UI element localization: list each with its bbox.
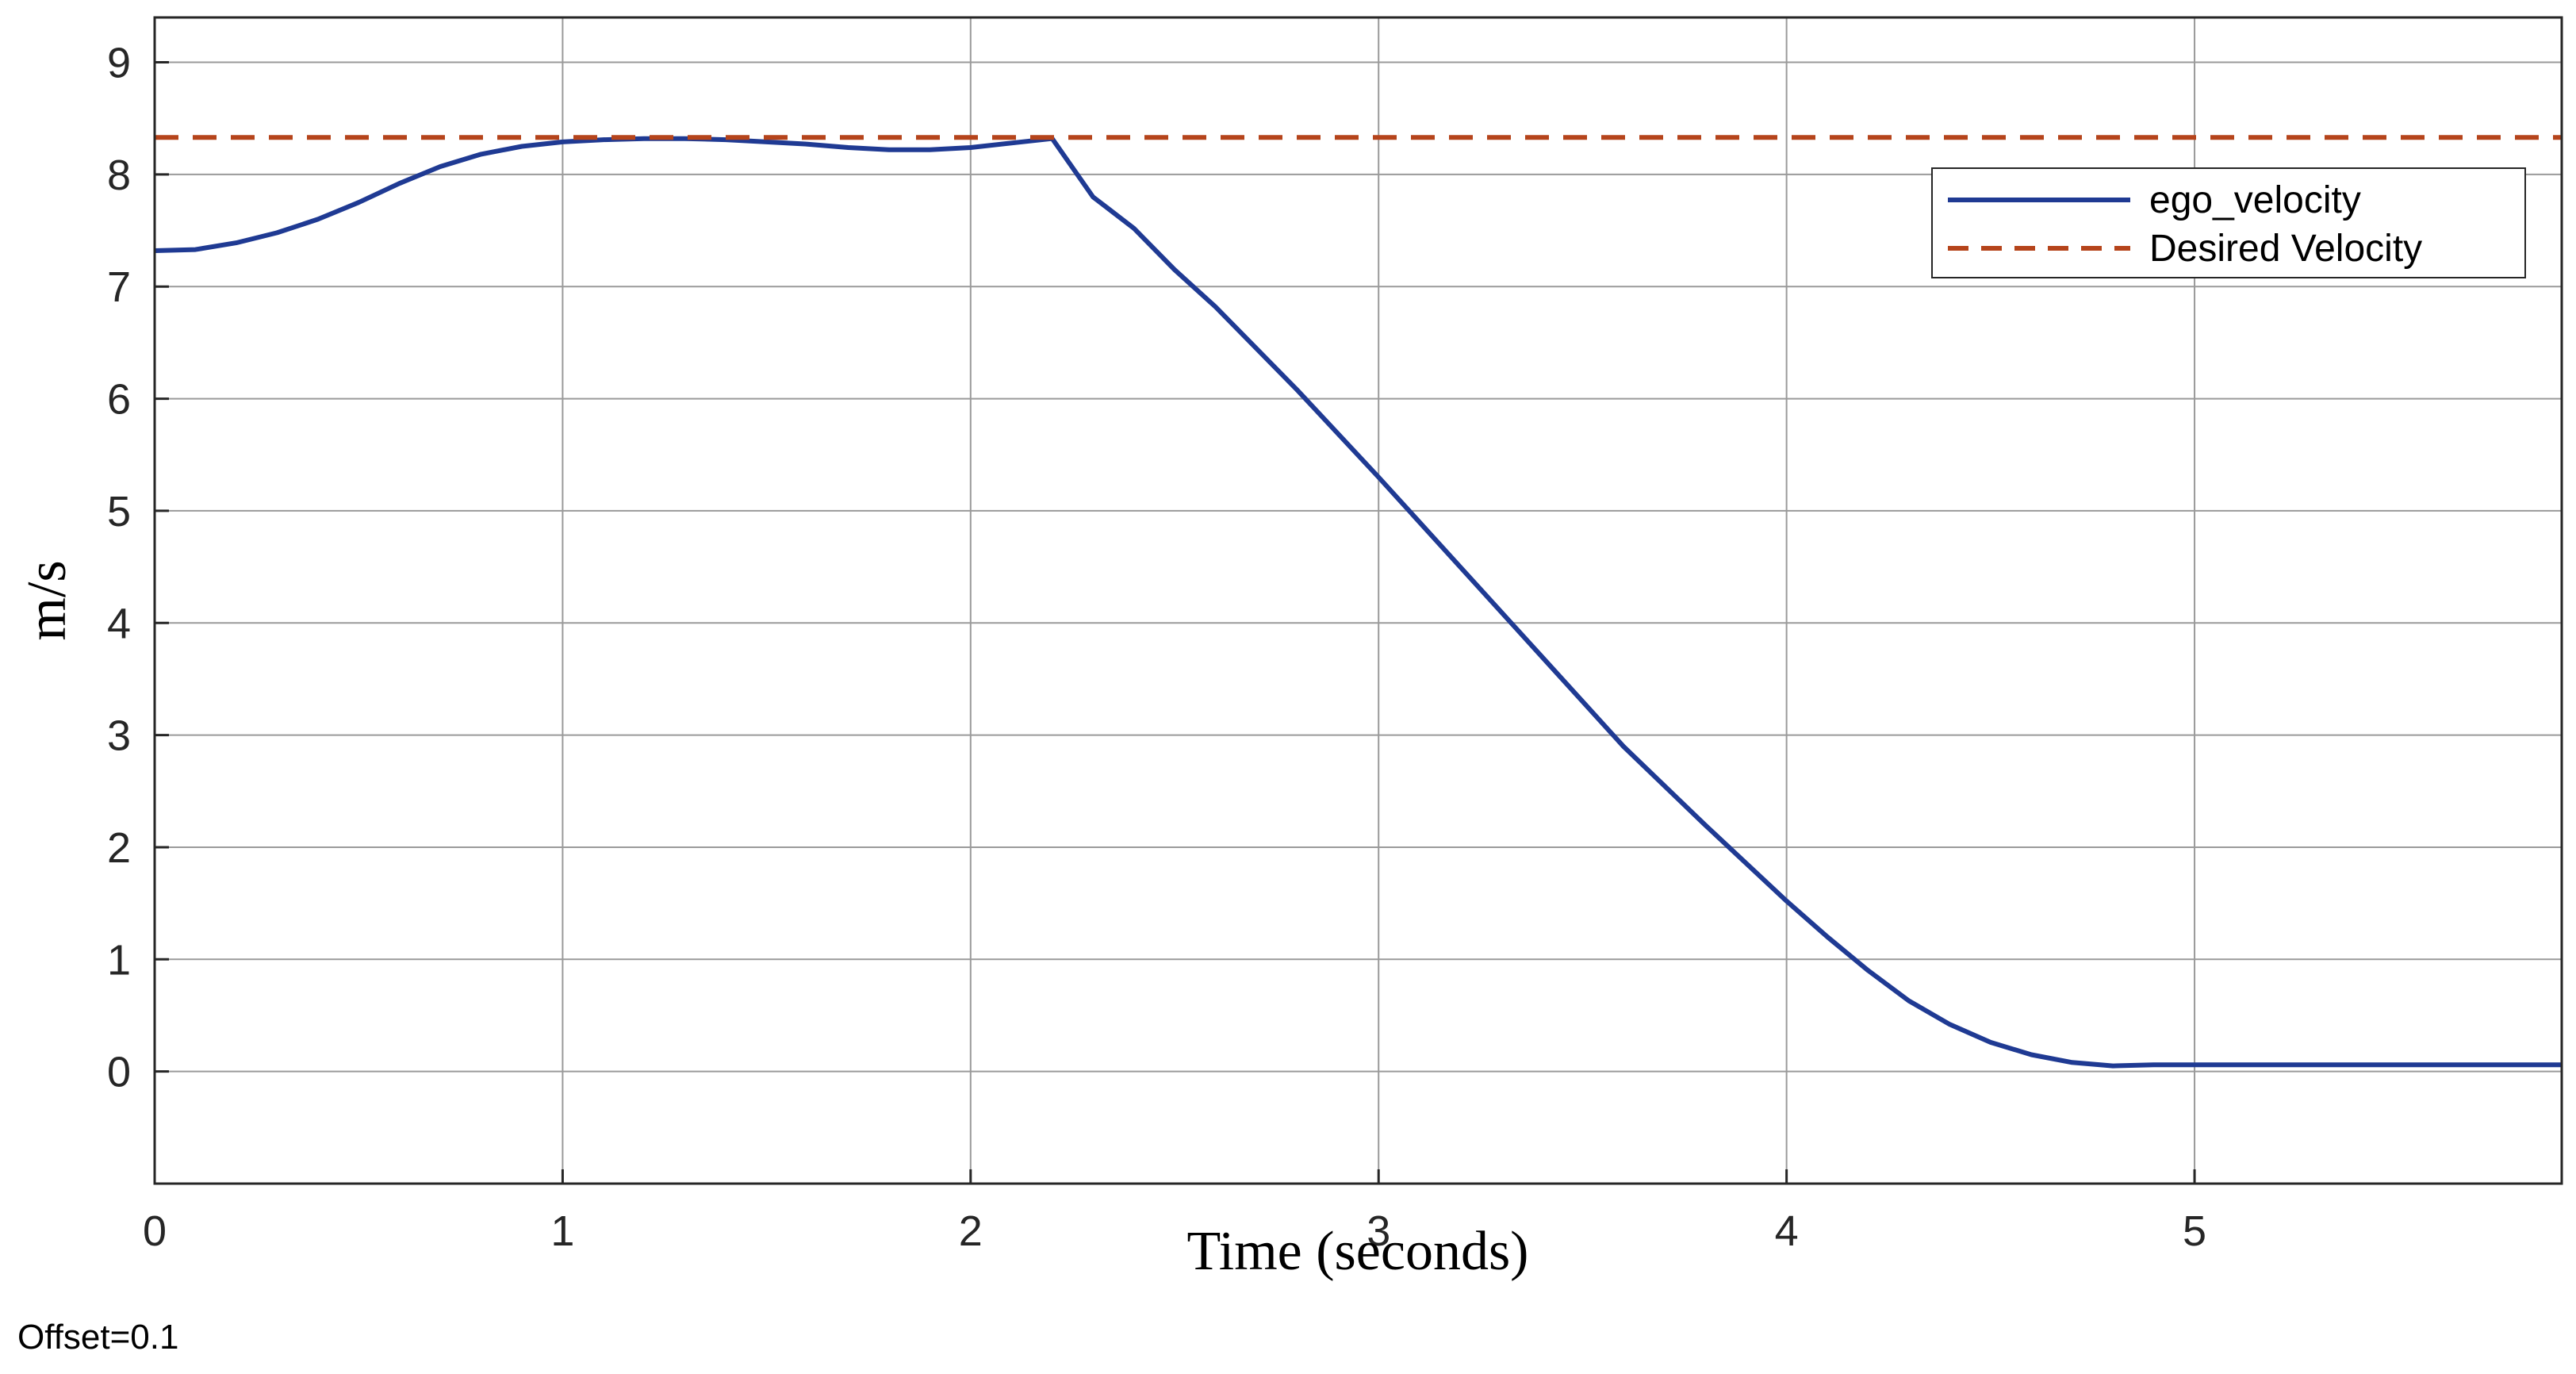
x-tick-label-1: 1	[550, 1207, 574, 1255]
x-tick-label-4: 4	[1775, 1207, 1799, 1255]
offset-annotation: Offset=0.1	[17, 1318, 178, 1357]
y-tick-label-3: 3	[107, 712, 131, 760]
y-tick-label-2: 2	[107, 824, 131, 872]
x-tick-labels: 0 1 2 3 4 5	[143, 1169, 2206, 1255]
y-tick-label-9: 9	[107, 40, 131, 87]
series-layer	[154, 135, 2562, 1069]
y-tick-label-6: 6	[107, 376, 131, 424]
x-tick-label-0: 0	[143, 1207, 167, 1255]
x-tick-label-5: 5	[2183, 1207, 2206, 1255]
y-tick-label-5: 5	[107, 488, 131, 535]
plot-frame	[153, 16, 2563, 1185]
y-tick-label-8: 8	[107, 152, 131, 199]
x-tick-label-2: 2	[959, 1207, 983, 1255]
x-tick-label-3: 3	[1367, 1207, 1390, 1255]
legend-box	[1931, 167, 2526, 278]
y-tick-label-7: 7	[107, 263, 131, 311]
series-line-ego-velocity	[154, 136, 2562, 1069]
legend-label-ego-velocity: ego_velocity	[2149, 179, 2361, 221]
x-axis-label: Time (seconds)	[1186, 1221, 1528, 1282]
grid-lines	[154, 17, 2562, 1184]
legend-label-desired-velocity: Desired Velocity	[2149, 228, 2422, 270]
y-tick-labels: 0 1 2 3 4 5 6 7 8 9	[107, 40, 169, 1096]
y-tick-label-4: 4	[107, 600, 131, 647]
y-axis-label: m/s	[17, 560, 78, 640]
legend: ego_velocity Desired Velocity	[1931, 167, 2526, 278]
y-tick-label-0: 0	[107, 1049, 131, 1096]
y-tick-label-1: 1	[107, 936, 131, 984]
